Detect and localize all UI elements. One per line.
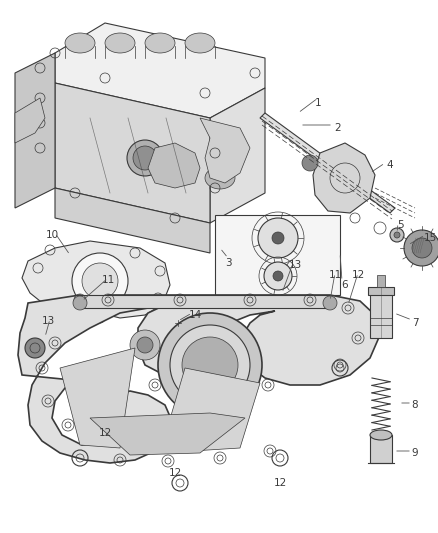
- Text: 3: 3: [225, 258, 231, 268]
- Circle shape: [82, 263, 118, 299]
- Circle shape: [25, 338, 45, 358]
- Bar: [368, 287, 394, 295]
- Polygon shape: [90, 413, 245, 455]
- Circle shape: [133, 146, 157, 170]
- Text: 12: 12: [273, 478, 286, 488]
- Ellipse shape: [105, 33, 135, 53]
- Text: 7: 7: [412, 318, 418, 328]
- Polygon shape: [80, 295, 330, 308]
- Ellipse shape: [145, 33, 175, 53]
- Circle shape: [272, 232, 284, 244]
- Circle shape: [72, 253, 128, 309]
- Text: 4: 4: [387, 160, 393, 170]
- Text: 2: 2: [335, 123, 341, 133]
- Bar: [370, 435, 392, 463]
- Circle shape: [182, 337, 238, 393]
- Circle shape: [302, 155, 318, 171]
- Polygon shape: [200, 118, 250, 183]
- Text: 1: 1: [314, 98, 321, 108]
- Ellipse shape: [205, 167, 235, 189]
- Ellipse shape: [65, 33, 95, 53]
- Circle shape: [73, 296, 87, 310]
- Polygon shape: [22, 241, 170, 318]
- Polygon shape: [18, 295, 380, 463]
- Text: 13: 13: [288, 260, 302, 270]
- Circle shape: [273, 271, 283, 281]
- Text: 12: 12: [351, 270, 364, 280]
- Polygon shape: [55, 188, 210, 253]
- Text: 10: 10: [46, 230, 59, 240]
- Polygon shape: [60, 348, 135, 448]
- Ellipse shape: [370, 430, 392, 440]
- Text: 6: 6: [342, 280, 348, 290]
- Bar: [370, 293, 392, 338]
- Text: 14: 14: [188, 310, 201, 320]
- Polygon shape: [148, 143, 200, 188]
- Circle shape: [394, 232, 400, 238]
- Circle shape: [127, 140, 163, 176]
- Text: 8: 8: [412, 400, 418, 410]
- Polygon shape: [160, 368, 260, 453]
- Circle shape: [323, 296, 337, 310]
- Polygon shape: [150, 305, 190, 335]
- Circle shape: [258, 218, 298, 258]
- Bar: [377, 275, 385, 287]
- Polygon shape: [15, 98, 45, 143]
- Circle shape: [137, 337, 153, 353]
- Circle shape: [404, 230, 438, 266]
- Polygon shape: [210, 88, 265, 223]
- Text: 12: 12: [168, 468, 182, 478]
- Text: 12: 12: [99, 428, 112, 438]
- Circle shape: [264, 262, 292, 290]
- Polygon shape: [313, 143, 375, 213]
- Circle shape: [174, 319, 182, 327]
- Bar: [215, 215, 340, 295]
- Polygon shape: [55, 83, 210, 223]
- Text: 13: 13: [41, 316, 55, 326]
- Circle shape: [412, 238, 432, 258]
- Ellipse shape: [185, 33, 215, 53]
- Circle shape: [390, 228, 404, 242]
- Text: 11: 11: [101, 275, 115, 285]
- Polygon shape: [15, 53, 55, 208]
- Polygon shape: [55, 23, 265, 118]
- Text: 9: 9: [412, 448, 418, 458]
- Circle shape: [170, 325, 250, 405]
- Circle shape: [130, 330, 160, 360]
- Text: 11: 11: [328, 270, 342, 280]
- Text: 15: 15: [424, 233, 437, 243]
- Circle shape: [158, 313, 262, 417]
- Text: 5: 5: [397, 220, 403, 230]
- Polygon shape: [260, 113, 395, 213]
